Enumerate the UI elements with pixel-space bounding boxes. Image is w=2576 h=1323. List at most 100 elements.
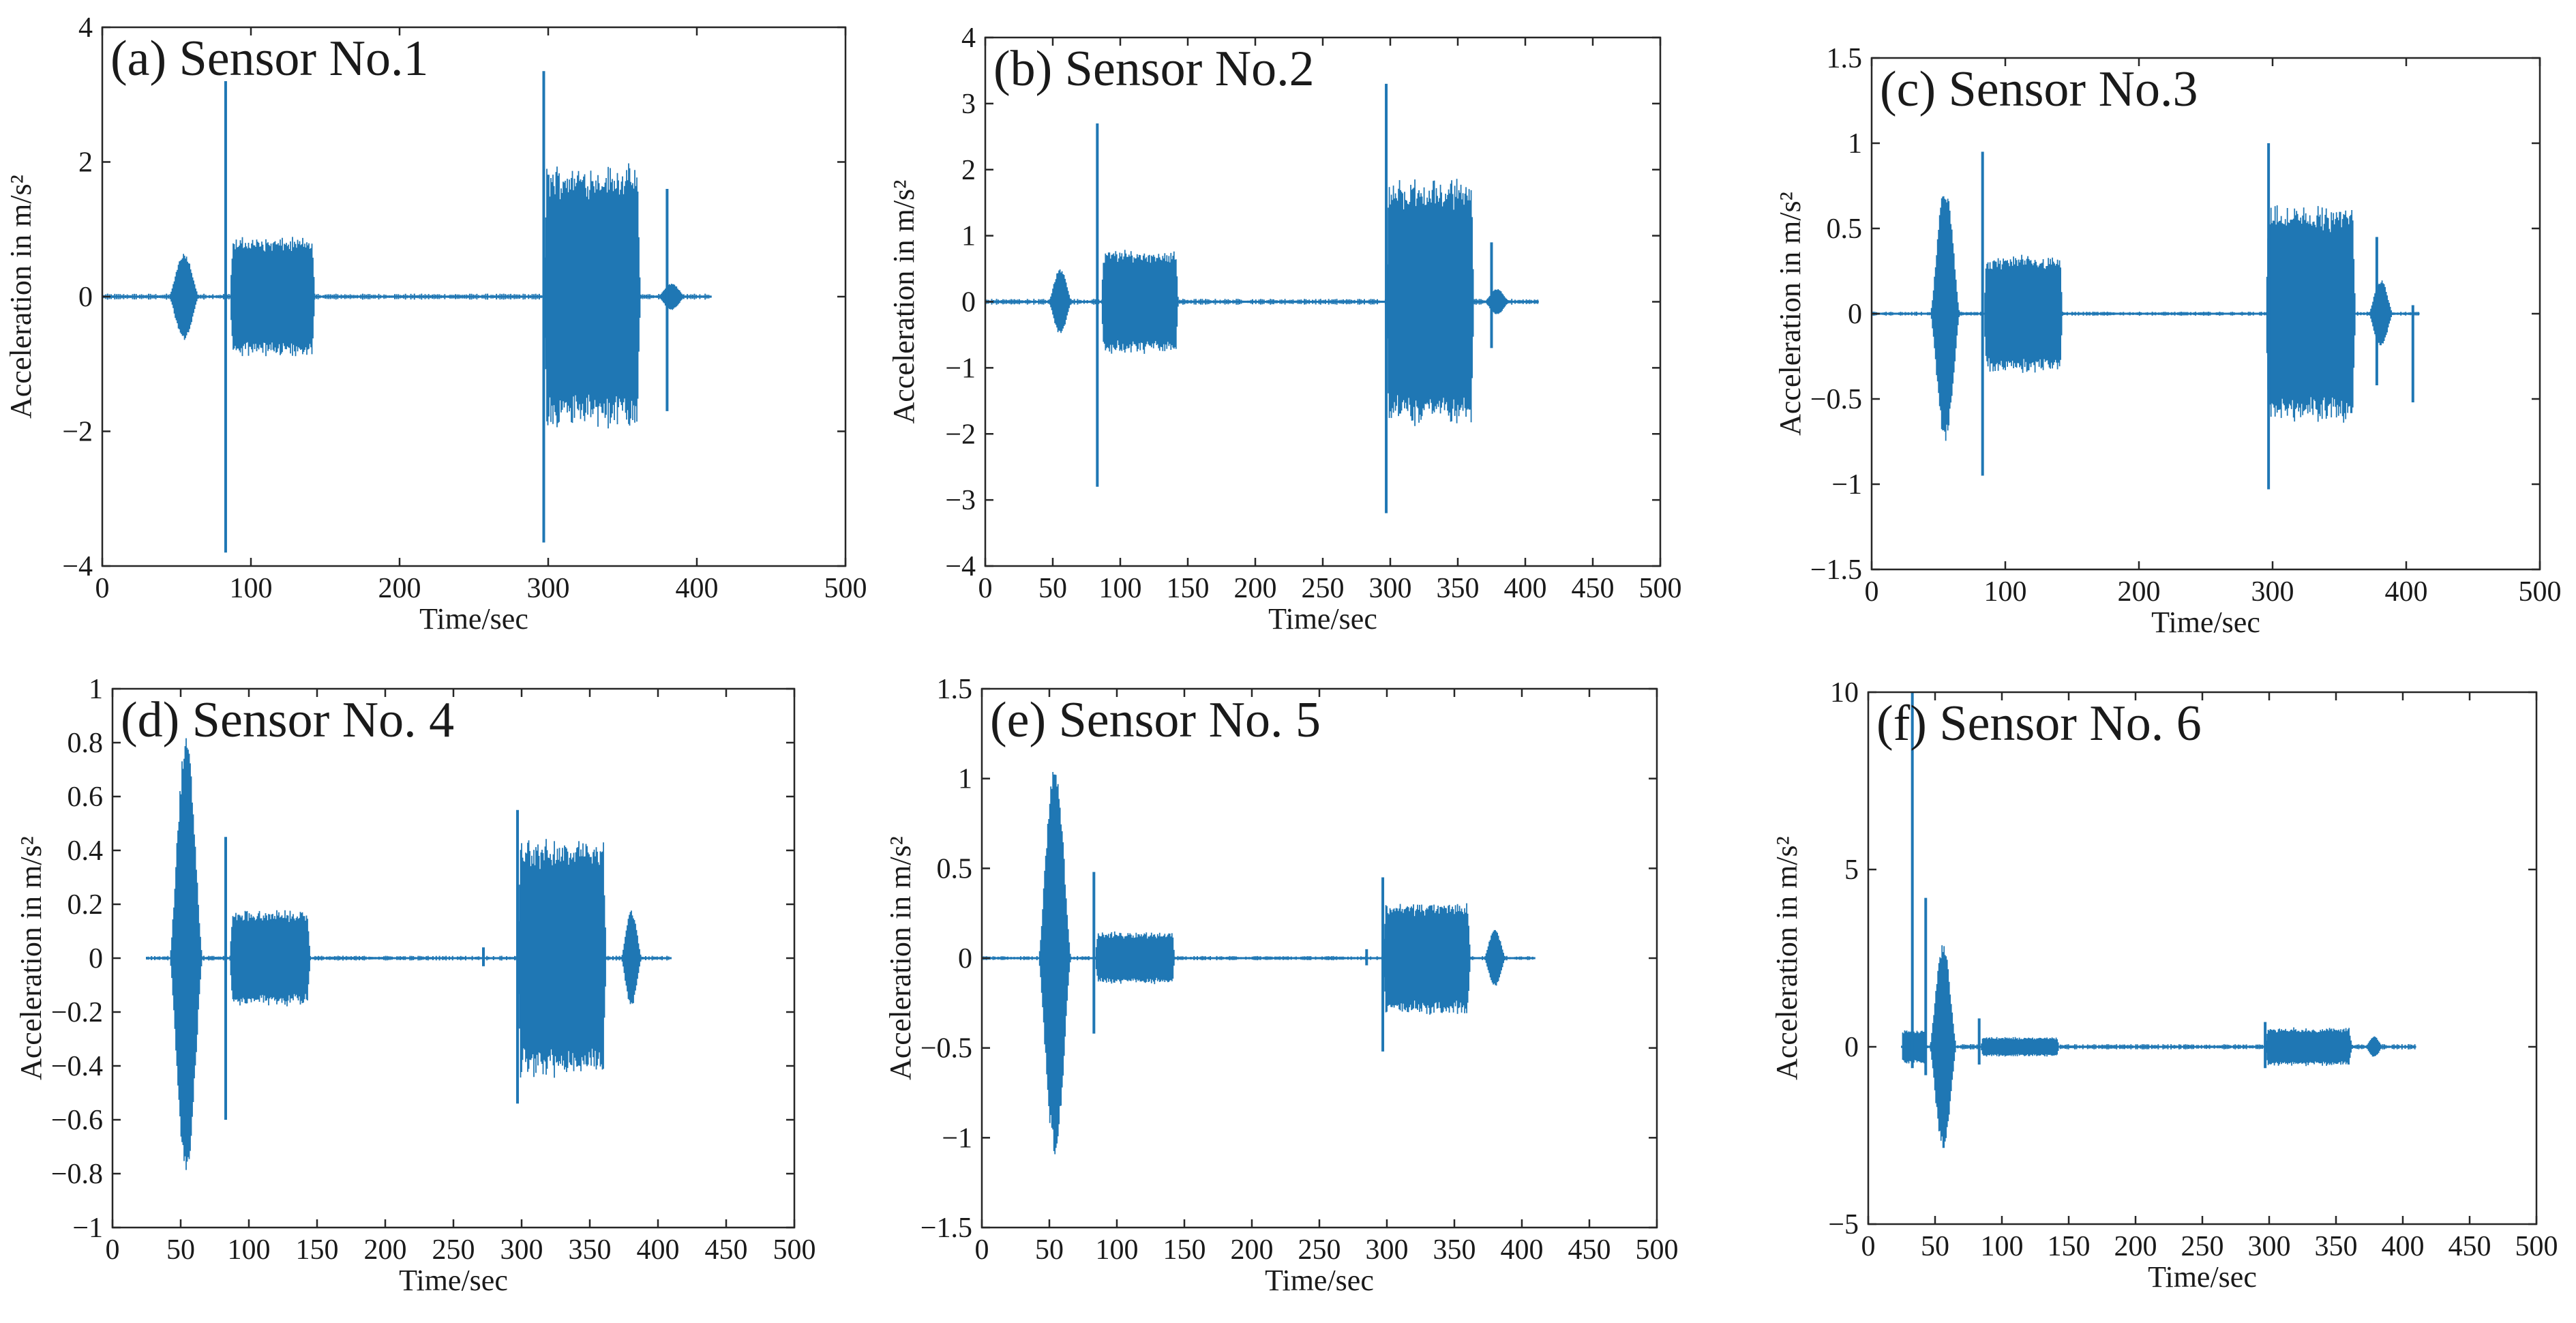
signal-burst-2 [1095, 931, 1175, 985]
y-tick-label: 0.4 [68, 835, 104, 867]
x-tick-label: 500 [2519, 576, 2562, 608]
x-tick-label: 0 [1861, 1231, 1876, 1262]
signal-burst-3 [1386, 179, 1474, 426]
signal-burst-4 [2265, 1027, 2352, 1067]
x-tick-label: 100 [1099, 573, 1142, 604]
x-axis-label: Time/sec [419, 602, 528, 636]
x-tick-label: 300 [500, 1234, 543, 1266]
y-tick-label: 0 [1844, 1032, 1859, 1063]
plot-area [102, 71, 712, 553]
y-tick-label: 2 [961, 155, 976, 186]
signal-burst-1 [1930, 196, 1960, 441]
x-tick-label: 300 [2251, 576, 2294, 608]
signal-burst-2 [1101, 250, 1179, 354]
y-tick-label: −0.4 [51, 1051, 103, 1082]
x-tick-label: 150 [1167, 573, 1210, 604]
x-tick-label: 150 [1163, 1234, 1206, 1266]
y-axis-label: Acceleration in m/s² [4, 175, 38, 419]
x-tick-label: 200 [1231, 1234, 1274, 1266]
y-tick-label: 3 [961, 89, 976, 120]
signal-burst-2 [230, 910, 310, 1007]
y-tick-label: 0 [78, 282, 93, 313]
y-axis-label: Acceleration in m/s² [887, 180, 920, 424]
signal-burst-2 [1930, 945, 1958, 1148]
x-tick-label: 500 [2515, 1231, 2558, 1262]
x-tick-label: 500 [824, 573, 867, 604]
y-tick-label: 4 [961, 23, 976, 54]
x-tick-label: 350 [1433, 1234, 1476, 1266]
y-tick-label: 1 [89, 674, 103, 705]
x-tick-label: 400 [637, 1234, 680, 1266]
y-tick-label: 0.2 [68, 889, 104, 921]
x-tick-label: 250 [2181, 1231, 2224, 1262]
y-tick-label: −2 [62, 417, 93, 448]
y-tick-label: −1 [942, 1123, 972, 1154]
x-tick-label: 0 [975, 1234, 989, 1266]
signal-burst-3 [544, 163, 641, 429]
signal-burst-1 [170, 738, 203, 1170]
x-tick-label: 0 [978, 573, 993, 604]
x-tick-label: 400 [676, 573, 719, 604]
y-tick-label: 1.5 [937, 674, 973, 705]
y-tick-label: 1 [961, 221, 976, 252]
panel-title: (c) Sensor No.3 [1880, 61, 2198, 117]
x-tick-label: 350 [1437, 573, 1480, 604]
y-tick-label: −0.2 [51, 997, 103, 1028]
x-tick-label: 500 [773, 1234, 816, 1266]
x-tick-label: 400 [1504, 573, 1547, 604]
chart-panel-5: 0 50 100 150 200 250 300 350 400 450 500 −1.5 −1 −0.5… [884, 674, 1679, 1297]
y-axis-label: Acceleration in m/s² [1773, 192, 1807, 436]
x-tick-label: 450 [1568, 1234, 1611, 1266]
y-tick-label: 10 [1830, 677, 1859, 709]
plot-area [1901, 692, 2416, 1148]
y-tick-label: −0.5 [920, 1033, 972, 1065]
x-tick-label: 450 [2448, 1231, 2491, 1262]
x-tick-label: 200 [2118, 576, 2161, 608]
x-tick-label: 100 [230, 573, 273, 604]
y-tick-label: 1.5 [1827, 43, 1863, 74]
x-tick-label: 0 [95, 573, 110, 604]
axes-frame [1867, 691, 2538, 1225]
chart-panel-1: 0 100 200 300 400 500 −4 −2 0 2 4 (a) Sensor No.1 Ti… [4, 12, 867, 636]
plot-area [982, 772, 1536, 1155]
x-tick-label: 300 [1369, 573, 1412, 604]
y-tick-label: −0.5 [1810, 384, 1862, 415]
signal-burst-1 [169, 254, 200, 340]
x-tick-label: 50 [1921, 1231, 1949, 1262]
y-tick-label: 0 [1848, 299, 1862, 330]
x-tick-label: 400 [2382, 1231, 2425, 1262]
x-tick-label: 0 [106, 1234, 120, 1266]
y-tick-label: 0.8 [68, 728, 104, 759]
y-tick-label: 1 [958, 764, 972, 795]
y-tick-label: −1.5 [1810, 554, 1862, 586]
plot-area [985, 83, 1539, 514]
x-tick-label: 200 [2114, 1231, 2157, 1262]
x-tick-label: 350 [2315, 1231, 2358, 1262]
x-tick-label: 300 [527, 573, 570, 604]
x-tick-label: 250 [1302, 573, 1345, 604]
y-tick-label: −5 [1828, 1209, 1859, 1240]
x-tick-label: 200 [364, 1234, 407, 1266]
y-axis-label: Acceleration in m/s² [1770, 836, 1803, 1080]
signal-burst-5 [2365, 1036, 2382, 1057]
x-tick-label: 50 [166, 1234, 195, 1266]
panel-title: (d) Sensor No. 4 [121, 692, 454, 748]
x-tick-label: 0 [1865, 576, 1879, 608]
x-tick-label: 500 [1639, 573, 1682, 604]
panel-title: (b) Sensor No.2 [993, 41, 1315, 97]
signal-burst-2 [230, 237, 315, 357]
x-tick-label: 50 [1038, 573, 1067, 604]
signal-burst-3 [1981, 1037, 2060, 1057]
y-tick-label: 2 [78, 147, 93, 179]
signal-burst-1 [1038, 772, 1071, 1155]
y-tick-label: 0.6 [68, 782, 104, 813]
x-tick-label: 400 [2385, 576, 2428, 608]
x-tick-label: 100 [1096, 1234, 1139, 1266]
y-tick-label: −0.8 [51, 1159, 103, 1190]
x-tick-label: 450 [1572, 573, 1615, 604]
x-tick-label: 100 [228, 1234, 271, 1266]
x-axis-label: Time/sec [2151, 606, 2260, 639]
y-tick-label: −1 [945, 353, 976, 384]
signal-burst-4 [2369, 280, 2393, 346]
x-axis-label: Time/sec [2148, 1260, 2257, 1294]
